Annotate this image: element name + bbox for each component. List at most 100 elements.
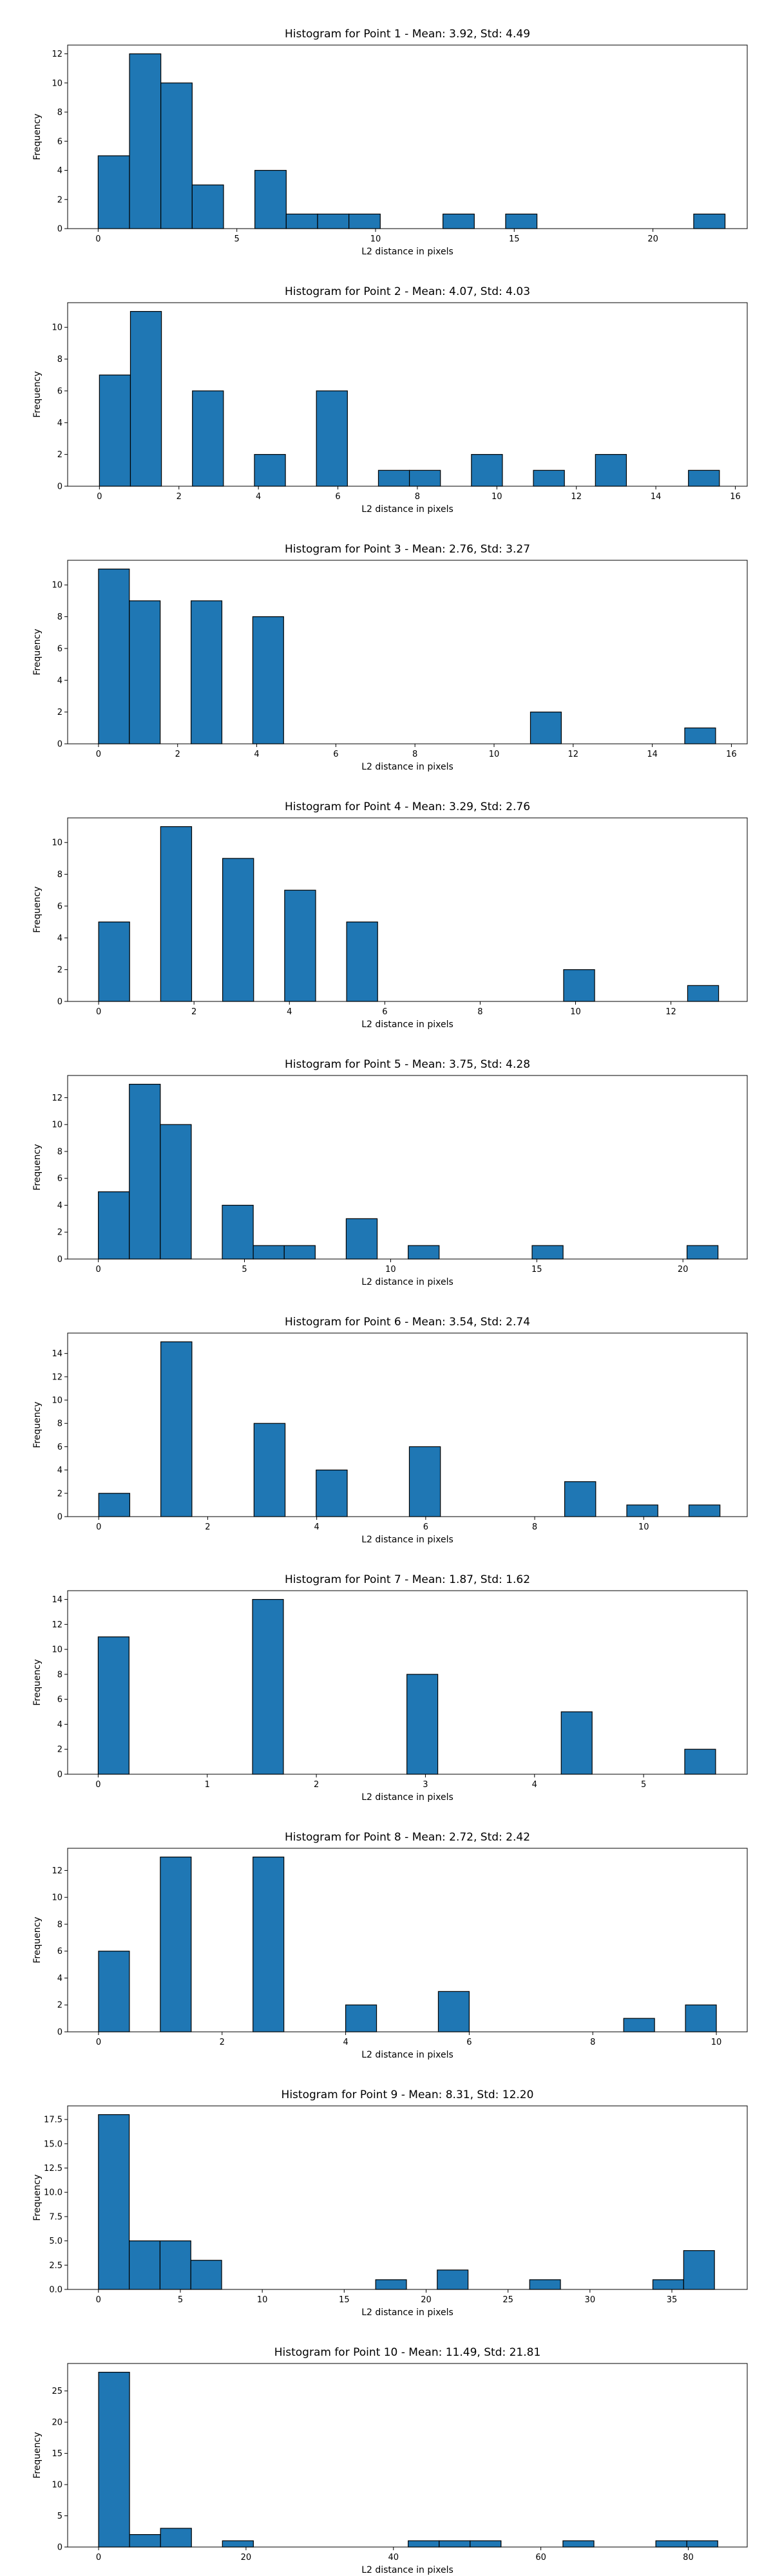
x-tick-label: 16 xyxy=(726,750,737,759)
histogram-bar xyxy=(623,2018,655,2032)
x-tick-label: 0 xyxy=(97,492,102,502)
y-tick-label: 8 xyxy=(57,108,62,118)
histogram-bar xyxy=(129,310,162,487)
y-tick-label: 12 xyxy=(52,1866,62,1876)
y-tick-label: 10 xyxy=(52,79,62,88)
y-tick-label: 14 xyxy=(52,1595,62,1605)
histogram-bar xyxy=(316,1470,348,1517)
chart-title: Histogram for Point 8 - Mean: 2.72, Std:… xyxy=(285,1831,530,1844)
histogram-bar xyxy=(160,2528,192,2548)
histogram-bar xyxy=(252,616,284,744)
y-tick-label: 0 xyxy=(57,482,62,492)
histogram-bar xyxy=(190,2260,222,2290)
x-tick-label: 25 xyxy=(502,2295,513,2305)
y-axis-label: Frequency xyxy=(32,1401,43,1448)
histogram-bar xyxy=(530,712,562,744)
x-tick-label: 6 xyxy=(423,1522,428,1532)
y-tick-label: 2.5 xyxy=(49,2261,62,2271)
x-tick-label: 0 xyxy=(96,1265,101,1274)
x-axis-label: L2 distance in pixels xyxy=(361,1277,453,1287)
y-tick-label: 8 xyxy=(57,1419,62,1429)
x-axis-label: L2 distance in pixels xyxy=(361,247,453,257)
histogram-bar xyxy=(686,2540,718,2548)
x-tick-label: 8 xyxy=(477,1007,482,1017)
histogram-panel: Histogram for Point 1 - Mean: 3.92, Std:… xyxy=(32,28,748,257)
histogram-bar xyxy=(345,2004,377,2032)
x-tick-label: 0 xyxy=(96,2038,101,2047)
x-tick-label: 5 xyxy=(641,1780,646,1790)
y-tick-label: 6 xyxy=(57,1443,62,1452)
x-tick-label: 60 xyxy=(535,2553,546,2562)
histogram-bar xyxy=(190,600,223,744)
y-axis-label: Frequency xyxy=(32,629,43,675)
histogram-bar xyxy=(253,1245,285,1260)
histogram-bar xyxy=(563,969,595,1002)
y-tick-label: 2 xyxy=(57,1489,62,1499)
histogram-bar xyxy=(652,2279,684,2290)
x-tick-label: 5 xyxy=(178,2295,183,2305)
histogram-panel: Histogram for Point 8 - Mean: 2.72, Std:… xyxy=(32,1831,748,2060)
histogram-panel: Histogram for Point 7 - Mean: 1.87, Std:… xyxy=(32,1573,748,1803)
y-tick-label: 8 xyxy=(57,1670,62,1680)
x-tick-label: 8 xyxy=(415,492,420,502)
y-tick-label: 20 xyxy=(52,2418,62,2428)
y-axis-label: Frequency xyxy=(32,2174,43,2221)
y-tick-label: 6 xyxy=(57,137,62,147)
histogram-bar xyxy=(283,1245,316,1260)
histogram-bar xyxy=(471,454,503,487)
plot-frame xyxy=(67,1332,748,1517)
y-tick-label: 10 xyxy=(52,1645,62,1655)
y-tick-label: 4 xyxy=(57,1720,62,1730)
histogram-bar xyxy=(562,2540,595,2548)
histogram-bar xyxy=(222,1204,254,1260)
y-tick-label: 6 xyxy=(57,902,62,911)
histogram-bar xyxy=(222,2540,254,2548)
x-tick-label: 16 xyxy=(730,492,741,502)
plot-frame xyxy=(67,302,748,487)
histogram-bar xyxy=(98,568,130,744)
x-tick-label: 2 xyxy=(175,750,180,759)
histogram-bar xyxy=(129,1083,161,1260)
histogram-bar xyxy=(684,727,716,744)
x-tick-label: 20 xyxy=(421,2295,432,2305)
chart-title: Histogram for Point 1 - Mean: 3.92, Std:… xyxy=(285,28,530,41)
x-tick-label: 2 xyxy=(314,1780,319,1790)
x-tick-label: 0 xyxy=(96,1007,101,1017)
y-tick-label: 7.5 xyxy=(49,2212,62,2222)
y-tick-label: 5 xyxy=(57,2512,62,2521)
histogram-bar xyxy=(98,2371,130,2548)
x-tick-label: 20 xyxy=(647,234,658,244)
plot-frame xyxy=(67,1848,748,2032)
histogram-bar xyxy=(505,213,538,229)
y-tick-label: 4 xyxy=(57,676,62,686)
y-tick-label: 6 xyxy=(57,644,62,654)
x-axis-label: L2 distance in pixels xyxy=(361,2565,453,2575)
x-tick-label: 2 xyxy=(205,1522,210,1532)
y-tick-label: 12.5 xyxy=(44,2164,62,2174)
histogram-bar xyxy=(408,469,441,487)
x-tick-label: 14 xyxy=(647,750,658,759)
histogram-bar xyxy=(129,53,162,229)
y-tick-label: 8 xyxy=(57,355,62,365)
y-tick-label: 2 xyxy=(57,2001,62,2011)
y-axis-label: Frequency xyxy=(32,371,43,417)
histogram-bar xyxy=(160,826,193,1002)
histogram-bar xyxy=(408,1446,441,1517)
x-axis-label: L2 distance in pixels xyxy=(361,2307,453,2318)
x-tick-label: 15 xyxy=(509,234,520,244)
histogram-panel: Histogram for Point 5 - Mean: 3.75, Std:… xyxy=(32,1058,748,1287)
histogram-bar xyxy=(688,1504,721,1517)
y-tick-label: 6 xyxy=(57,1174,62,1184)
histogram-bar xyxy=(443,213,475,229)
y-tick-label: 8 xyxy=(57,1147,62,1157)
y-tick-label: 14 xyxy=(52,1349,62,1359)
y-tick-label: 4 xyxy=(57,419,62,428)
histogram-bar xyxy=(129,2534,161,2548)
x-axis-label: L2 distance in pixels xyxy=(361,762,453,772)
histogram-panel: Histogram for Point 4 - Mean: 3.29, Std:… xyxy=(32,800,748,1030)
histogram-bar xyxy=(687,985,720,1002)
x-tick-label: 5 xyxy=(234,234,240,244)
x-tick-label: 30 xyxy=(585,2295,596,2305)
histogram-bar xyxy=(655,2540,687,2548)
histogram-bar xyxy=(406,1674,439,1775)
